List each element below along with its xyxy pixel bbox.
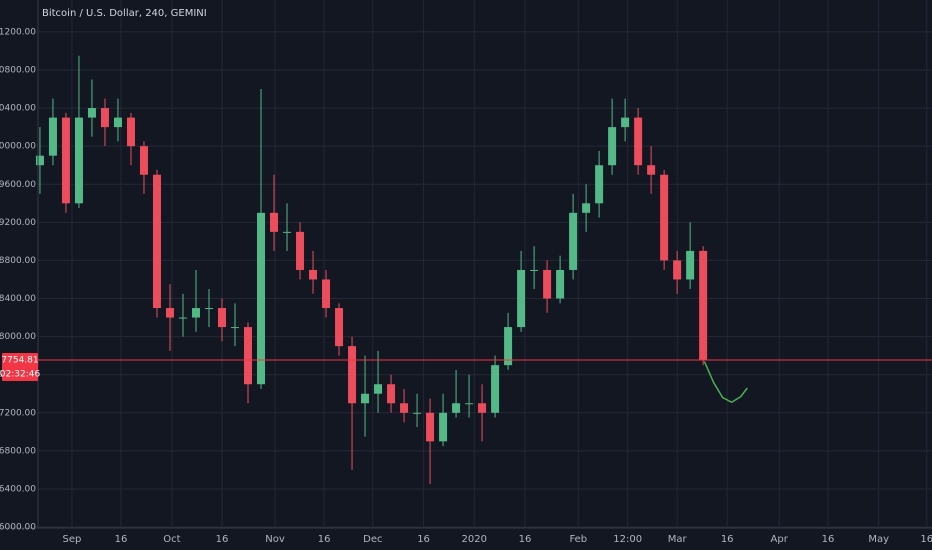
x-tick-label: 16 (417, 534, 430, 545)
x-tick-label: 16 (721, 534, 734, 545)
y-tick-label: 9200.00 (0, 218, 36, 228)
y-tick-label: 10000.00 (0, 142, 36, 152)
candle-body (530, 269, 539, 271)
candle-body (361, 393, 370, 404)
candle-body (348, 346, 357, 404)
x-tick-label: 16 (318, 534, 331, 545)
x-tick-label: 16 (519, 534, 532, 545)
candle-body (309, 269, 318, 280)
candle-body (452, 403, 461, 413)
candle-body (48, 117, 57, 156)
candle-body (218, 308, 227, 328)
candle-body (400, 403, 409, 413)
candle-body (647, 165, 656, 175)
y-tick-label: 11200.00 (0, 27, 36, 37)
x-tick-label: Sep (63, 534, 82, 545)
y-tick-label: 10400.00 (0, 104, 36, 114)
candle-body (322, 279, 331, 309)
candle-body (673, 260, 682, 280)
y-tick-label: 10800.00 (0, 65, 36, 75)
candle-body (608, 127, 617, 166)
projection-line (703, 361, 748, 404)
candle-body (543, 269, 552, 299)
x-tick-label: 16 (216, 534, 229, 545)
candle-body (634, 117, 643, 166)
x-tick-label: 12:00 (613, 534, 642, 545)
x-tick-label: Nov (265, 534, 285, 545)
candle-body (126, 117, 135, 147)
countdown-label: 02:32:46 (0, 369, 40, 379)
y-tick-label: 6400.00 (0, 484, 36, 494)
x-tick-label: 2020 (462, 534, 487, 545)
candle-body (74, 117, 83, 204)
price-label-box (2, 352, 38, 381)
candle-body (152, 174, 161, 309)
candle-body (100, 108, 109, 128)
candle-body (204, 308, 213, 310)
candle-body (165, 308, 174, 318)
candle-body (231, 327, 240, 329)
y-tick-label: 7200.00 (0, 408, 36, 418)
x-tick-label: 16 (822, 534, 835, 545)
y-tick-label: 6800.00 (0, 446, 36, 456)
candle-body (35, 155, 44, 166)
candle-body (374, 384, 383, 394)
candle-body (582, 203, 591, 213)
candle-body (87, 108, 96, 118)
candle-body (413, 412, 422, 414)
price-label: 7754.81 (1, 355, 38, 365)
candle-body (556, 269, 565, 299)
candle-body (387, 384, 396, 404)
candle-body (660, 174, 669, 261)
y-tick-label: 8400.00 (0, 294, 36, 304)
x-tick-label: Oct (163, 534, 180, 545)
candle-body (178, 317, 187, 319)
candle-body (113, 117, 122, 128)
y-tick-label: 8800.00 (0, 256, 36, 266)
candle-body (517, 269, 526, 328)
candle-body (595, 165, 604, 204)
candle-body (244, 327, 253, 385)
candle-body (465, 403, 474, 405)
candle-body (191, 308, 200, 318)
candle-body (569, 212, 578, 270)
candle-body (621, 117, 630, 128)
x-tick-label: Dec (363, 534, 382, 545)
candle-body (270, 212, 279, 232)
x-tick-label: 16 (920, 534, 932, 545)
y-tick-label: 8000.00 (0, 332, 36, 342)
candle-body (686, 250, 695, 280)
x-tick-label: Mar (668, 534, 688, 545)
candle-body (478, 403, 487, 413)
candle-body (699, 250, 708, 360)
candle-body (504, 327, 513, 366)
x-tick-label: 16 (115, 534, 128, 545)
candle-body (257, 212, 266, 385)
y-tick-label: 6000.00 (0, 523, 36, 533)
candle-body (491, 365, 500, 413)
chart-title: Bitcoin / U.S. Dollar, 240, GEMINI (42, 8, 207, 19)
x-tick-label: May (868, 534, 889, 545)
candle-body (61, 117, 70, 204)
candle-body (296, 231, 305, 270)
candle-body (439, 412, 448, 442)
x-tick-label: Apr (771, 534, 789, 545)
candle-body (139, 146, 148, 175)
candle-body (283, 231, 292, 233)
y-tick-label: 9600.00 (0, 180, 36, 190)
candle-body (426, 412, 435, 442)
candle-body (335, 308, 344, 347)
x-tick-label: Feb (569, 534, 587, 545)
